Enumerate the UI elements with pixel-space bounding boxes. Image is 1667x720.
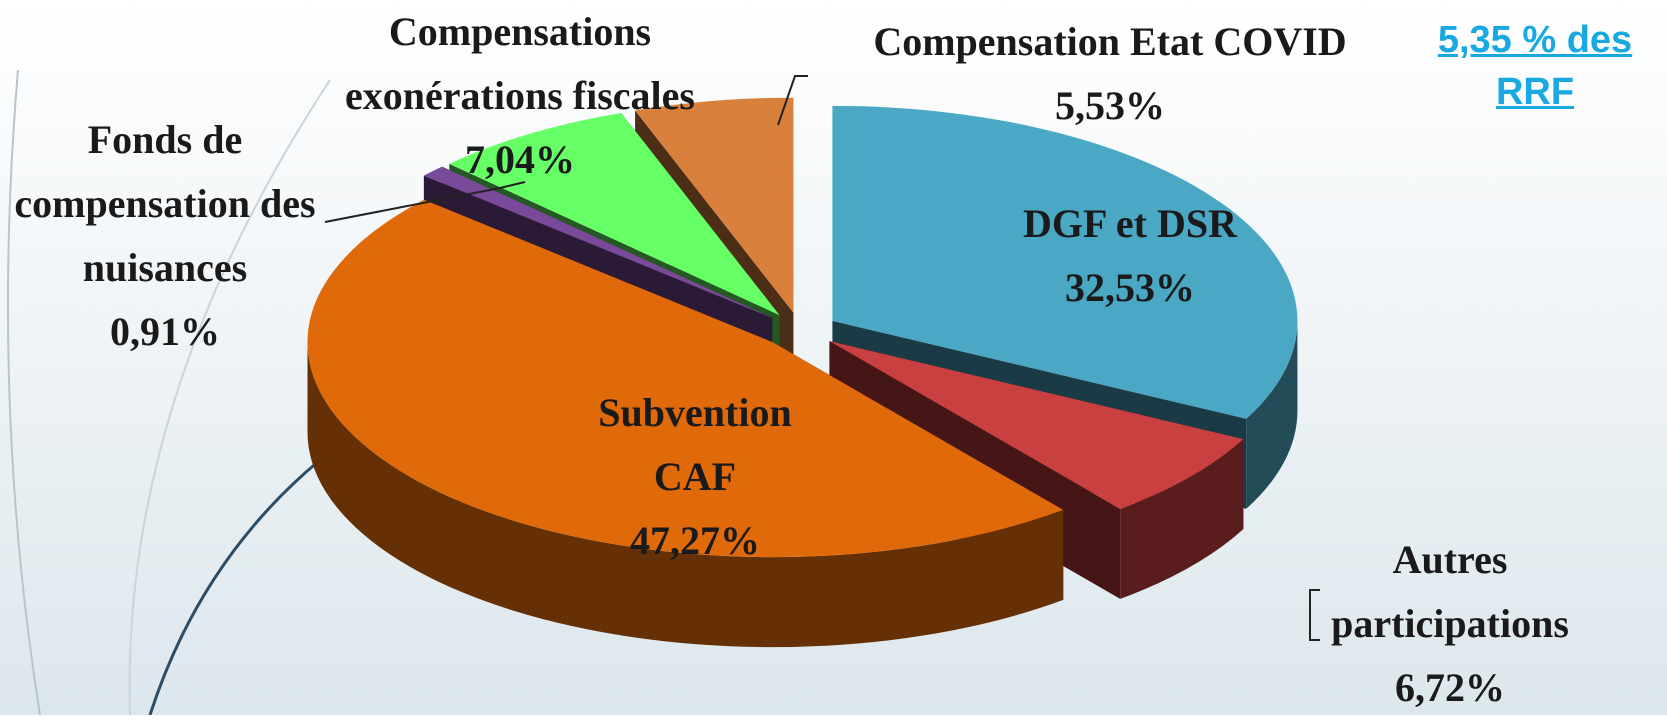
leader-lines <box>324 75 1320 641</box>
value-label: 47,27% <box>630 518 760 563</box>
leader-line <box>777 75 808 126</box>
slice-label: Compensations exonérations fiscales 7,04… <box>280 0 760 192</box>
pie <box>307 97 1298 648</box>
slice <box>829 341 1244 509</box>
category-label: Fonds de compensation des nuisances <box>14 117 316 290</box>
slice-wall <box>307 342 1064 648</box>
category-label: Subvention CAF <box>598 390 792 499</box>
category-label: Compensation Etat COVID <box>873 19 1347 64</box>
slice-wall <box>1246 320 1298 509</box>
annotation: 5,35 % des RRF <box>1437 19 1633 113</box>
value-label: 7,04% <box>465 137 575 182</box>
slice-wall <box>1120 439 1244 599</box>
category-label: Autres participations <box>1331 537 1569 646</box>
slice <box>832 105 1298 419</box>
value-label: 0,91% <box>110 309 220 354</box>
slice <box>635 97 794 313</box>
decor-curve <box>128 79 331 715</box>
leader-line <box>324 181 526 223</box>
slice <box>423 166 773 318</box>
value-label: 32,53% <box>1065 265 1195 310</box>
slice <box>449 113 780 316</box>
slice <box>307 199 1064 558</box>
value-label: 6,72% <box>1395 665 1505 710</box>
value-label: 5,53% <box>1055 83 1165 128</box>
category-label: Compensations exonérations fiscales <box>345 9 695 118</box>
slice-label: DGF et DSR 32,53% <box>900 192 1360 320</box>
slice-label: Compensation Etat COVID 5,53% <box>820 10 1400 138</box>
slice-label: Autres participations 6,72% <box>1300 528 1600 720</box>
decor-curve <box>148 458 321 715</box>
decor-curve <box>6 69 41 715</box>
slice-label: Subvention CAF 47,27% <box>565 381 825 573</box>
decor <box>6 69 331 715</box>
leader-line <box>1309 589 1320 641</box>
slice-label: Fonds de compensation des nuisances 0,91… <box>5 108 325 364</box>
category-label: DGF et DSR <box>1022 201 1238 246</box>
